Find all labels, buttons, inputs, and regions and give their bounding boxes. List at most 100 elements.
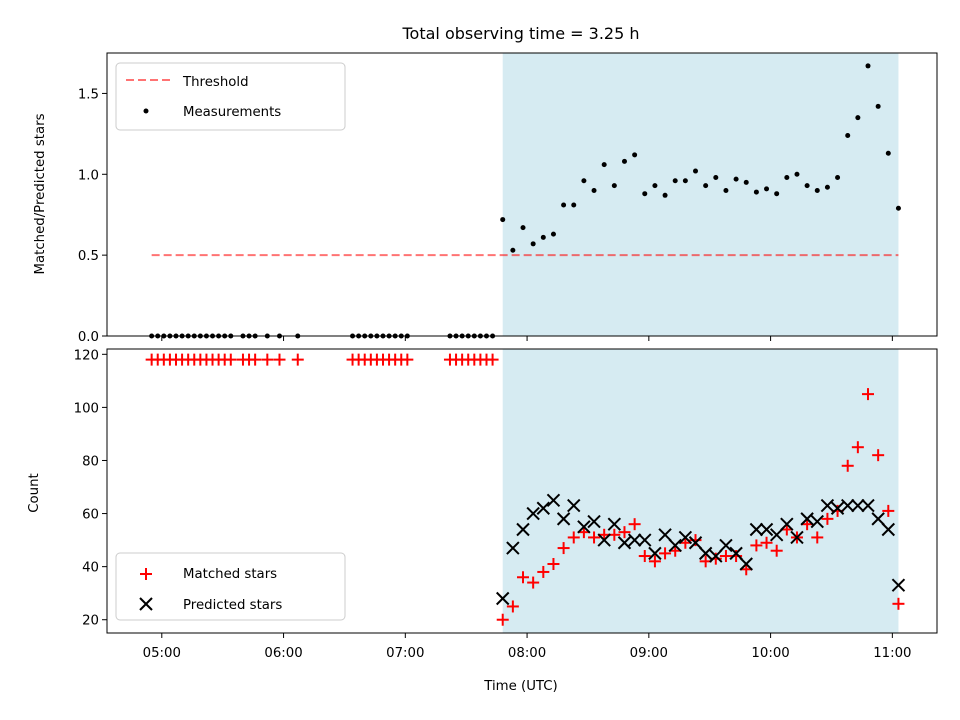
predicted-star-point <box>800 512 814 526</box>
legend-predicted-swatch <box>139 597 153 611</box>
measurement-point <box>855 115 861 121</box>
matched-star-point <box>527 576 540 589</box>
bottom-y-axis-label: Count <box>27 473 42 513</box>
measurement-point <box>824 184 830 190</box>
measurement-point <box>703 183 709 189</box>
matched-star-point <box>882 504 895 517</box>
measurement-point <box>743 179 749 185</box>
predicted-star-point <box>810 514 824 529</box>
top-shaded-region <box>502 53 899 336</box>
measurement-point <box>895 205 901 211</box>
bottom-y-ticks: 20 40 60 80 100 120 <box>74 348 107 629</box>
x-tick-label: 06:00 <box>264 646 302 661</box>
predicted-star-point <box>536 501 551 515</box>
predicted-star-point <box>729 546 743 561</box>
predicted-star-point <box>790 530 804 545</box>
measurement-point <box>682 178 688 184</box>
predicted-star-point <box>820 498 835 513</box>
predicted-star-point <box>830 501 845 515</box>
bottom-y-tick-label: 100 <box>74 401 99 416</box>
top-legend-box <box>115 62 346 131</box>
matched-star-point <box>496 613 509 626</box>
predicted-star-point <box>891 578 906 592</box>
chart-title: Total observing time = 3.25 h <box>401 24 639 43</box>
predicted-star-point <box>638 533 652 547</box>
predicted-star-point <box>881 522 896 537</box>
predicted-star-point <box>648 546 662 561</box>
measurement-point <box>672 178 678 184</box>
predicted-star-point <box>749 522 764 537</box>
matched-star-point <box>547 557 560 570</box>
predicted-star-point <box>597 533 611 547</box>
legend-predicted-label: Predicted stars <box>183 598 282 613</box>
bottom-y-tick-label: 60 <box>82 508 99 523</box>
predicted-star-point <box>506 541 520 555</box>
matched-star-point <box>770 544 783 557</box>
top-panel: 0.0 0.5 1.0 1.5 Matched/Predicted stars <box>33 52 938 345</box>
matched-star-point <box>862 388 875 401</box>
predicted-star-point <box>688 536 703 550</box>
top-legend: Threshold Measurements <box>115 62 346 131</box>
matched-star-point <box>588 531 601 544</box>
legend-matched-swatch <box>140 568 152 580</box>
x-tick-label: 08:00 <box>508 646 546 661</box>
legend-measurements-swatch <box>143 108 149 114</box>
predicted-star-point <box>607 517 622 531</box>
matched-star-point <box>273 353 286 366</box>
matched-star-point <box>506 600 519 613</box>
measurement-point <box>652 183 658 189</box>
measurement-point <box>581 178 587 184</box>
matched-star-point <box>638 550 651 563</box>
measurement-point <box>632 152 638 158</box>
x-tick-label: 11:00 <box>873 646 911 661</box>
predicted-star-point <box>861 498 875 513</box>
predicted-star-point <box>739 557 753 571</box>
predicted-star-point <box>668 538 682 553</box>
predicted-star-point <box>567 498 581 513</box>
bottom-shaded-region <box>502 349 899 633</box>
legend-matched-label: Matched stars <box>183 567 277 582</box>
top-y-axis-label: Matched/Predicted stars <box>33 113 48 274</box>
x-tick-label: 09:00 <box>630 646 668 661</box>
predicted-star-point <box>617 536 632 550</box>
measurement-point <box>794 171 800 177</box>
measurement-point <box>561 202 567 208</box>
matched-star-point <box>618 526 631 539</box>
measurement-point <box>814 187 820 193</box>
bottom-y-tick-label: 120 <box>74 348 99 363</box>
measurement-point <box>723 187 729 193</box>
measurement-point <box>753 189 759 195</box>
matched-star-point <box>719 550 732 563</box>
measurement-point <box>733 176 739 182</box>
legend-measurements-label: Measurements <box>183 105 281 120</box>
x-tick-label: 05:00 <box>143 646 181 661</box>
matched-star-point <box>628 518 641 531</box>
top-x-ticks <box>161 336 893 341</box>
matched-star-point <box>659 547 672 560</box>
measurement-point <box>662 192 668 198</box>
top-y-tick-label: 1.0 <box>78 168 99 183</box>
measurement-point <box>520 225 526 231</box>
matched-star-point <box>872 449 885 462</box>
measurement-point <box>571 202 577 208</box>
x-axis-label: Time (UTC) <box>483 679 558 694</box>
predicted-star-point <box>769 528 784 542</box>
predicted-star-point <box>516 522 530 537</box>
matched-star-point <box>249 353 262 366</box>
matched-star-point <box>486 353 499 366</box>
predicted-star-point <box>577 520 591 534</box>
measurement-point <box>713 175 719 181</box>
matched-star-point <box>517 571 530 584</box>
bottom-y-tick-label: 20 <box>82 614 99 629</box>
legend-threshold-label: Threshold <box>182 75 249 90</box>
bottom-y-tick-label: 80 <box>82 454 99 469</box>
measurement-point <box>530 241 536 247</box>
predicted-star-point <box>780 517 794 531</box>
predicted-star-point <box>841 498 855 513</box>
matched-star-point <box>851 441 864 454</box>
measurement-point <box>611 183 617 189</box>
bottom-legend: Matched stars Predicted stars <box>115 552 346 621</box>
predicted-star-point <box>759 522 774 537</box>
matched-star-point <box>261 353 274 366</box>
